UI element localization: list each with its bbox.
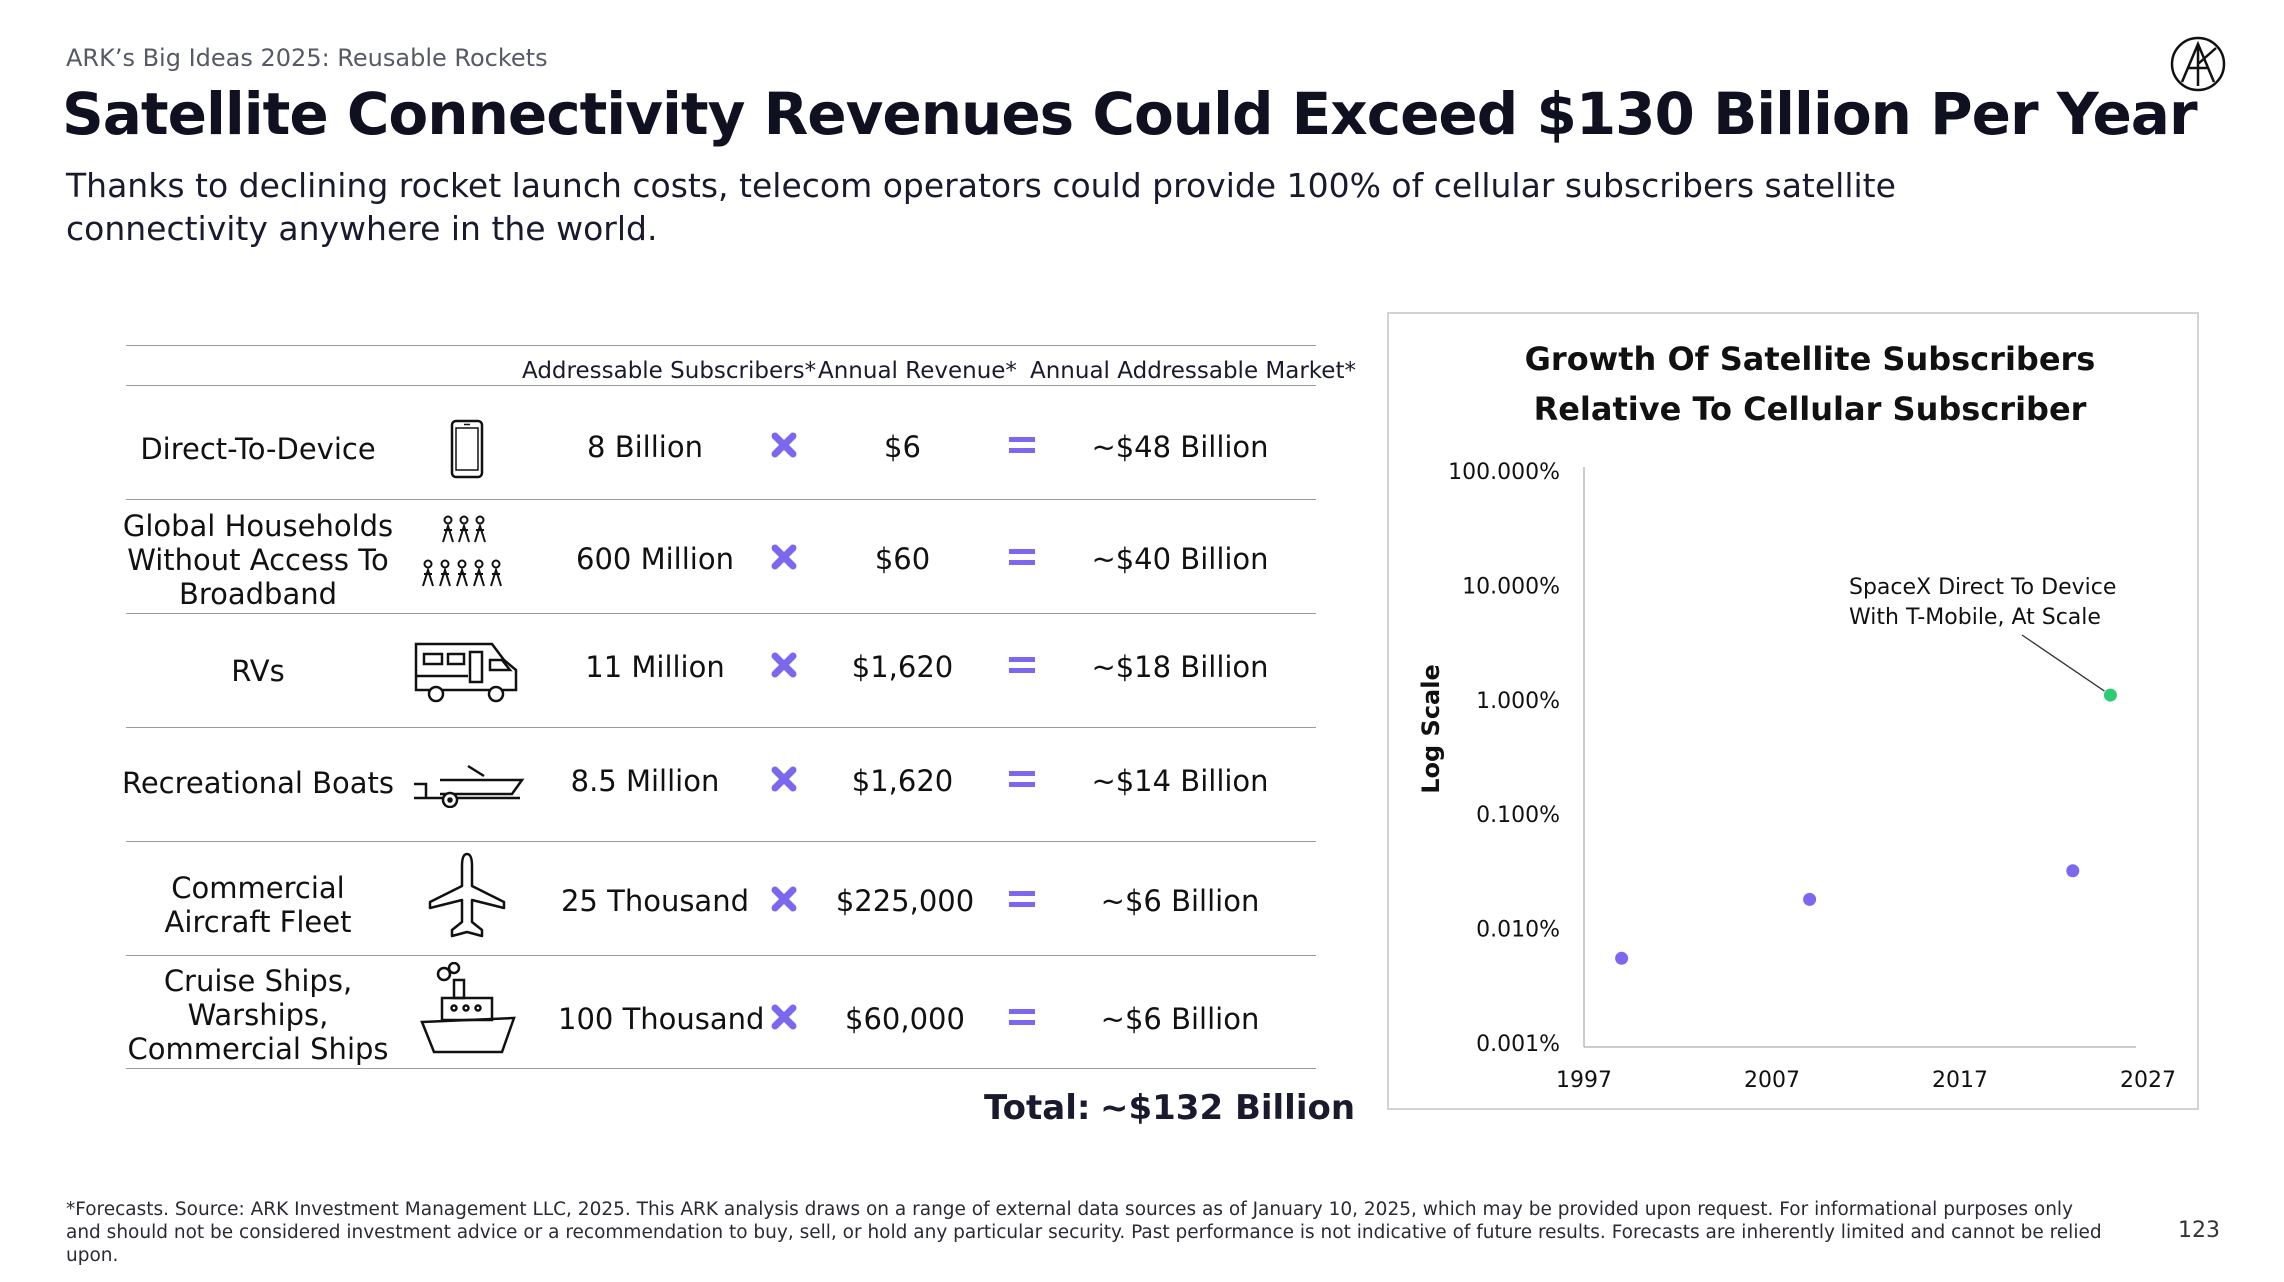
chart-title: Growth Of Satellite Subscribers Relative… [1524,340,2096,428]
page-title: Satellite Connectivity Revenues Could Ex… [62,80,2198,148]
household-people-icon [422,515,502,587]
total-label: Total: [984,1088,1091,1128]
scatter-chart: 100.000% 10.000% 1.000% 0.100% 0.010% 0.001% 1… [1417,460,2176,1093]
row-divider [126,1068,1316,1069]
y-tick-label: 0.010% [1476,918,1560,943]
row-label: Cruise Ships, Warships, Commercial Ships [127,964,389,1066]
page-subtitle: Thanks to declining rocket launch costs,… [66,166,1896,248]
row-divider [126,955,1316,956]
column-header-subscribers: Addressable Subscribers* [522,358,817,384]
subscribers-cell: 8 Billion [587,430,703,464]
subscribers-cell: 600 Million [576,542,734,576]
column-header-revenue: Annual Revenue* [818,358,1017,384]
x-tick-label: 2007 [1744,1068,1800,1093]
equals-icon [1009,437,1035,453]
row-label: Commercial Aircraft Fleet [164,871,352,939]
market-cell: ~$40 Billion [1091,542,1269,576]
market-cell: ~$6 Billion [1100,884,1260,918]
data-point [1615,951,1629,965]
row-label: RVs [231,654,285,688]
ark-logo-icon [2170,36,2226,92]
boat-trailer-icon [414,764,525,808]
row-divider [126,613,1316,614]
footnote: *Forecasts. Source: ARK Investment Manag… [66,1199,2102,1266]
revenue-cell: $1,620 [851,650,954,684]
subscribers-cell: 8.5 Million [570,764,720,798]
column-header-market: Annual Addressable Market* [1030,358,1356,384]
subscribers-cell: 11 Million [585,650,725,684]
revenue-cell: $225,000 [835,884,975,918]
data-point [1803,892,1817,906]
row-label: Global Households Without Access To Broa… [122,509,394,611]
market-cell: ~$18 Billion [1091,650,1269,684]
market-cell: ~$14 Billion [1091,764,1269,798]
annotation-label: With T-Mobile, At Scale [1849,605,2101,630]
row-label: Recreational Boats [121,766,395,800]
rv-icon [414,642,518,703]
subscribers-cell: 25 Thousand [560,884,749,918]
deck-kicker: ARK’s Big Ideas 2025: Reusable Rockets [66,44,548,72]
y-tick-label: 0.001% [1476,1032,1560,1057]
revenue-cell: $60 [874,542,931,576]
row-divider [126,841,1316,842]
multiply-icon [771,886,797,912]
revenue-cell: $6 [884,430,921,464]
multiply-icon [771,1004,797,1030]
smartphone-icon [450,419,484,479]
data-point [2066,864,2080,878]
equals-icon [1009,549,1035,565]
multiply-icon [771,544,797,570]
multiply-icon [771,766,797,792]
x-tick-label: 1997 [1556,1068,1612,1093]
market-cell: ~$48 Billion [1091,430,1269,464]
annotation-leader [2021,634,2105,692]
equals-icon [1009,1009,1035,1025]
row-divider [126,727,1316,728]
y-tick-label: 10.000% [1462,574,1560,599]
subscribers-cell: 100 Thousand [558,1002,765,1036]
x-tick-label: 2027 [2120,1068,2176,1093]
multiply-icon [771,432,797,458]
revenue-cell: $1,620 [851,764,954,798]
market-cell: ~$6 Billion [1100,1002,1260,1036]
row-divider [126,499,1316,500]
equals-icon [1009,657,1035,673]
row-label: Direct-To-Device [140,432,376,466]
equals-icon [1009,891,1035,907]
chart-panel [1387,312,2199,1110]
y-tick-label: 100.000% [1448,460,1560,485]
annotation-label: SpaceX Direct To Device [1849,575,2116,600]
page-number: 123 [2178,1218,2220,1243]
table-top-rule [126,345,1316,346]
airplane-icon [428,852,506,938]
ship-icon [420,962,516,1054]
equals-icon [1009,771,1035,787]
revenue-cell: $60,000 [845,1002,965,1036]
total-value: ~$132 Billion [1100,1088,1356,1128]
y-axis-label: Log Scale [1417,664,1445,794]
table-header-rule [126,385,1316,386]
y-tick-label: 0.100% [1476,803,1560,828]
x-tick-label: 2017 [1932,1068,1988,1093]
multiply-icon [771,652,797,678]
data-point [2103,688,2117,702]
y-tick-label: 1.000% [1476,689,1560,714]
